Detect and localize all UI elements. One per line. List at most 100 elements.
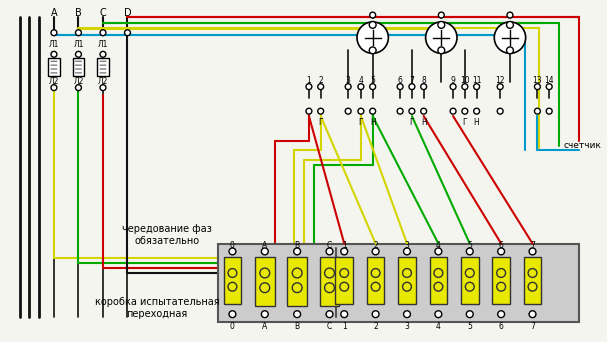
Circle shape [421,84,427,90]
Text: 3: 3 [404,323,410,331]
Text: Г: Г [359,118,363,128]
Circle shape [438,12,444,18]
Circle shape [497,84,503,90]
Circle shape [370,108,376,114]
Circle shape [100,85,106,91]
Circle shape [260,283,270,293]
Circle shape [294,248,300,255]
Text: C: C [327,323,332,331]
Circle shape [369,22,376,28]
Circle shape [498,248,504,255]
Circle shape [370,12,376,18]
Text: Г: Г [319,118,323,128]
Circle shape [262,311,268,318]
Circle shape [434,268,443,277]
Text: 5: 5 [370,76,375,85]
Text: 6: 6 [499,241,504,250]
Bar [218,244,578,322]
Circle shape [75,30,81,36]
Bar [320,257,339,306]
Bar [430,257,447,304]
Circle shape [306,108,312,114]
Circle shape [546,84,552,90]
Circle shape [358,84,364,90]
Text: 2: 2 [318,76,323,85]
Text: 2: 2 [373,323,378,331]
Text: обязательно: обязательно [134,236,199,246]
Text: 14: 14 [544,76,554,85]
Text: Л1: Л1 [98,40,108,49]
Text: Н: Н [370,118,376,128]
Circle shape [434,282,443,291]
Text: Л2: Л2 [98,77,108,86]
Text: 0: 0 [230,241,235,250]
Circle shape [294,311,300,318]
Bar [461,257,478,304]
Text: Л1: Л1 [73,40,84,49]
Circle shape [528,268,537,277]
Circle shape [409,84,415,90]
Circle shape [229,248,236,255]
Circle shape [345,108,351,114]
Circle shape [473,108,480,114]
Text: 3: 3 [404,241,410,250]
Circle shape [466,268,474,277]
Circle shape [100,51,106,57]
Text: 12: 12 [495,76,505,85]
Circle shape [341,248,348,255]
Circle shape [325,283,334,293]
Text: C: C [327,241,332,250]
Circle shape [340,282,348,291]
Text: Л2: Л2 [73,77,84,86]
Circle shape [497,108,503,114]
Text: 1: 1 [342,241,347,250]
Circle shape [507,12,513,18]
Bar [398,257,416,304]
Text: чередование фаз: чередование фаз [122,224,212,234]
Text: Н: Н [421,118,427,128]
Text: A: A [262,323,268,331]
Circle shape [292,283,302,293]
Circle shape [371,282,380,291]
Text: 1: 1 [342,323,347,331]
Circle shape [228,268,237,277]
Circle shape [466,282,474,291]
Circle shape [404,248,410,255]
Bar [255,257,274,306]
Text: 9: 9 [450,76,455,85]
Circle shape [369,47,376,54]
Circle shape [498,311,504,318]
Text: 7: 7 [410,76,415,85]
Text: 6: 6 [398,76,402,85]
Circle shape [435,311,442,318]
Text: 13: 13 [532,76,542,85]
Circle shape [529,311,536,318]
Circle shape [497,282,506,291]
Circle shape [402,268,412,277]
Circle shape [228,282,237,291]
Circle shape [473,84,480,90]
Circle shape [358,108,364,114]
Circle shape [370,84,376,90]
Text: 8: 8 [421,76,426,85]
Circle shape [341,311,348,318]
Text: B: B [294,241,300,250]
Text: 0: 0 [230,323,235,331]
Text: 7: 7 [530,323,535,331]
Circle shape [372,248,379,255]
Text: 10: 10 [460,76,470,85]
Text: 11: 11 [472,76,481,85]
Circle shape [506,22,514,28]
Bar [223,257,241,304]
Circle shape [462,108,468,114]
Circle shape [397,84,403,90]
Text: 5: 5 [467,323,472,331]
Circle shape [528,282,537,291]
Circle shape [497,268,506,277]
Bar [336,257,353,304]
Circle shape [51,30,57,36]
Text: 6: 6 [499,323,504,331]
Text: D: D [124,8,131,18]
Circle shape [466,311,473,318]
Circle shape [535,84,540,90]
